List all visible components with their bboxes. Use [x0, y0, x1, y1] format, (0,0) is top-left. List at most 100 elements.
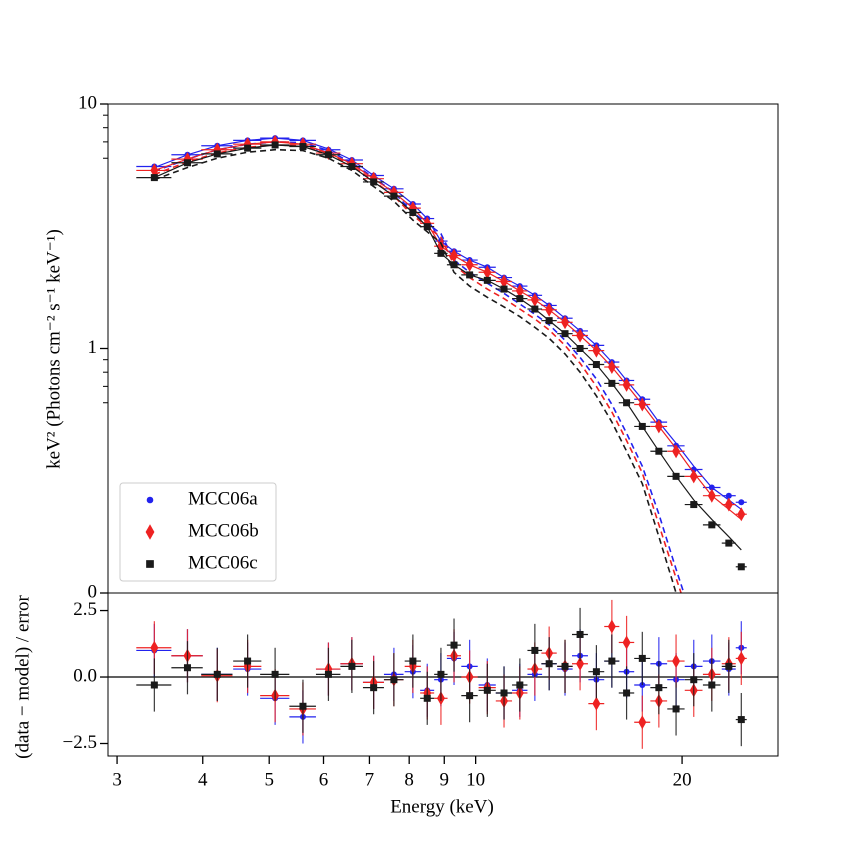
data-point — [654, 419, 663, 434]
data-point — [390, 192, 398, 200]
component-line — [154, 144, 682, 593]
data-point — [638, 715, 647, 730]
data-point — [738, 499, 745, 506]
data-point — [324, 670, 332, 678]
x-tick-label: 7 — [365, 769, 375, 790]
residual-plot-area — [108, 599, 778, 749]
legend-box — [119, 482, 277, 582]
data-point — [724, 497, 733, 512]
data-point — [561, 662, 569, 670]
data-point — [271, 670, 279, 678]
data-point — [708, 484, 715, 491]
data-point — [638, 654, 646, 662]
y-tick-label: 0.0 — [73, 665, 97, 686]
data-point — [607, 360, 616, 375]
data-point — [655, 684, 663, 692]
data-point — [466, 692, 474, 700]
data-point — [450, 248, 459, 263]
top-plot-area — [136, 134, 747, 593]
data-point — [348, 662, 356, 670]
data-point — [708, 681, 716, 689]
data-point — [545, 302, 554, 317]
data-point — [725, 662, 733, 670]
data-point — [592, 696, 601, 711]
legend-marker — [146, 496, 154, 504]
x-tick-label: 3 — [112, 769, 122, 790]
x-axis-label: Energy (keV) — [390, 796, 494, 817]
x-tick-label: 4 — [198, 769, 208, 790]
data-point — [150, 163, 159, 178]
data-point — [545, 660, 553, 668]
data-point — [672, 444, 681, 459]
legend-label: MCC06c — [188, 552, 258, 573]
data-point — [299, 143, 307, 151]
data-point — [608, 657, 616, 665]
data-point — [737, 507, 746, 522]
data-point — [450, 261, 458, 269]
data-point — [622, 635, 631, 650]
data-point — [607, 619, 616, 634]
data-point — [531, 305, 539, 313]
data-point — [516, 681, 524, 689]
data-point — [672, 654, 681, 669]
data-point — [531, 646, 539, 654]
data-point — [437, 249, 445, 257]
data-point — [409, 657, 417, 665]
data-point — [561, 315, 570, 330]
data-point — [725, 539, 733, 547]
y-tick-label: 10 — [78, 92, 97, 113]
y-tick-label: −2.5 — [63, 732, 97, 753]
data-point — [672, 705, 680, 713]
data-point — [725, 492, 732, 499]
data-point — [672, 472, 680, 480]
model-line — [154, 141, 742, 520]
component-line — [154, 141, 685, 593]
data-point — [150, 174, 158, 182]
data-point — [437, 670, 445, 678]
data-point — [623, 689, 631, 697]
data-point — [530, 292, 539, 307]
data-point — [244, 144, 252, 152]
data-point — [183, 664, 191, 672]
data-point — [737, 716, 745, 724]
data-point — [516, 295, 524, 303]
data-point — [576, 328, 585, 343]
data-point — [561, 330, 569, 338]
legend-label: MCC06a — [188, 488, 258, 509]
data-point — [299, 702, 307, 710]
data-point — [370, 684, 378, 692]
data-point — [638, 397, 647, 412]
data-point — [545, 317, 553, 325]
data-point — [592, 361, 600, 369]
legend-marker — [146, 560, 154, 568]
data-point — [409, 208, 417, 216]
legend-label: MCC06b — [188, 520, 259, 541]
model-line — [154, 144, 742, 551]
data-point — [515, 283, 524, 298]
x-tick-label: 20 — [673, 769, 692, 790]
x-tick-label: 6 — [319, 769, 329, 790]
data-point — [423, 223, 431, 231]
data-point — [213, 150, 221, 158]
data-point — [150, 681, 158, 689]
legend-marker — [145, 524, 155, 540]
data-point — [622, 377, 631, 392]
residual-y-axis-label: (data − model) / error — [12, 594, 33, 758]
x-tick-label: 9 — [440, 769, 450, 790]
data-point — [608, 379, 616, 387]
data-point — [576, 656, 585, 671]
data-point — [150, 640, 159, 655]
data-point — [324, 151, 332, 159]
data-point — [737, 651, 746, 666]
data-point — [623, 399, 631, 407]
y-axis-label: keV² (Photons cm⁻² s⁻¹ keV⁻¹) — [43, 229, 64, 469]
data-point — [483, 265, 492, 280]
data-point — [390, 676, 398, 684]
data-point — [450, 641, 458, 649]
data-point — [370, 178, 378, 186]
data-point — [576, 630, 584, 638]
data-point — [500, 285, 508, 293]
data-point — [213, 670, 221, 678]
